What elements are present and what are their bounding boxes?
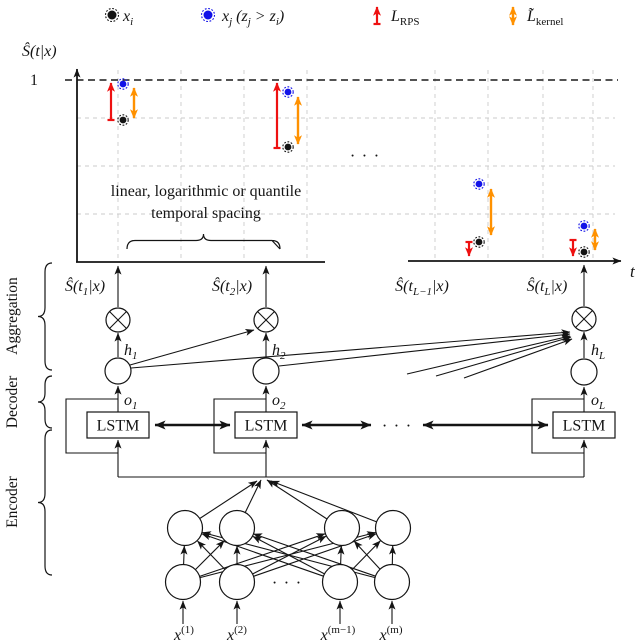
y-tick-one: 1	[30, 72, 38, 89]
input-label-xm1: x(m−1)	[320, 624, 356, 642]
input-label-x2: x(2)	[226, 624, 247, 642]
legend-label-xj: xj (zj > zi)	[221, 8, 284, 28]
legend-label-lkernel: L̃kernel	[526, 7, 563, 28]
label-h2: h2	[272, 342, 286, 362]
uncensored-point-tL	[578, 246, 590, 258]
hidden-node-hL	[570, 358, 598, 386]
hidden-node-h2	[252, 357, 280, 385]
otimes-node-2	[253, 307, 279, 333]
legend-label-xi: xi	[122, 8, 133, 28]
label-o1: o1	[124, 392, 138, 412]
legend-label-lrps: LRPS	[390, 8, 419, 28]
otimes-node-L	[571, 306, 597, 332]
encoder-top-node-4	[374, 509, 412, 547]
label-s-tL1: Ŝ(tL−1|x)	[395, 276, 449, 298]
x-axis-label: t	[630, 262, 636, 281]
encoder-bottom-node-1	[164, 563, 202, 601]
label-o2: o2	[272, 392, 286, 412]
uncensored-point-t1	[117, 114, 129, 126]
comparable-point-marker-icon	[200, 7, 216, 23]
encoder-bottom-node-3	[321, 563, 359, 601]
label-h1: h1	[124, 342, 138, 362]
decoder-ellipsis: · · ·	[382, 416, 412, 435]
encoder-layer: · · · x(1) x(2) x(m−1) x(m)	[164, 479, 412, 642]
plot-gridlines	[77, 70, 615, 262]
decoder-brace	[37, 375, 53, 429]
label-s-t1: Ŝ(t1|x)	[65, 276, 105, 298]
plot-group-tL	[569, 220, 599, 258]
plot-group-tL1	[465, 178, 495, 257]
hidden-state-fan-connections	[129, 328, 573, 379]
encoder-hidden-connections	[180, 531, 397, 579]
lstm-box-3-label: LSTM	[563, 418, 606, 435]
legend: xi xj (zj > zi) LRPS L̃kernel	[104, 6, 563, 28]
y-axis-label: Ŝ(t|x)	[22, 41, 57, 60]
otimes-node-1	[105, 307, 131, 333]
plot-group-t2	[273, 82, 302, 153]
uncensored-point-t2	[282, 141, 294, 153]
aggregation-brace	[37, 262, 53, 371]
plot-group-t1	[107, 78, 138, 126]
decoder-layer: o1 o2 oL LSTM LSTM LSTM · · ·	[65, 385, 616, 478]
encoder-top-node-2	[218, 509, 256, 547]
encoder-brace	[37, 429, 53, 576]
lstm-box-1-label: LSTM	[97, 418, 140, 435]
hidden-node-h1	[104, 357, 132, 385]
side-label-decoder: Decoder	[4, 375, 21, 428]
aggregation-layer: Ŝ(t1|x) Ŝ(t2|x) Ŝ(tL−1|x) Ŝ(tL|x)	[65, 264, 605, 386]
recurrent-loop-lstm1	[65, 398, 118, 454]
temporal-spacing-note-line1: linear, logarithmic or quantile	[111, 183, 301, 200]
uncensored-point-marker-icon	[104, 7, 120, 23]
comparable-point-t1	[117, 78, 129, 90]
encoder-ellipsis: · · ·	[272, 573, 302, 592]
label-s-tL: Ŝ(tL|x)	[527, 276, 568, 298]
input-label-xm: x(m)	[379, 624, 403, 642]
encoder-top-node-1	[166, 509, 204, 547]
plot-ellipsis: · · ·	[350, 146, 380, 165]
comparable-point-tL1	[473, 178, 485, 190]
encoder-top-node-3	[323, 509, 361, 547]
lstm-box-1	[86, 411, 150, 439]
rps-loss-arrow-icon	[373, 6, 381, 26]
encoder-bottom-node-2	[218, 563, 256, 601]
label-oL: oL	[591, 392, 605, 412]
comparable-point-tL	[578, 220, 590, 232]
side-label-encoder: Encoder	[4, 475, 21, 527]
encoder-bottom-node-4	[373, 563, 411, 601]
uncensored-point-tL1	[473, 236, 485, 248]
temporal-spacing-note-line2: temporal spacing	[151, 205, 261, 222]
comparable-point-t2	[282, 86, 294, 98]
input-label-x1: x(1)	[173, 624, 194, 642]
lstm-box-2-label: LSTM	[245, 418, 288, 435]
temporal-spacing-brace	[126, 233, 281, 250]
label-hL: hL	[591, 342, 605, 362]
survival-plot: Ŝ(t|x) 1 t · · ·	[22, 41, 636, 281]
side-label-aggregation: Aggregation	[4, 277, 21, 355]
label-s-t2: Ŝ(t2|x)	[212, 276, 252, 298]
lstm-box-2	[234, 411, 298, 439]
lstm-box-3	[552, 411, 616, 439]
encoder-output-arrows	[198, 479, 378, 523]
side-annotations: Aggregation Decoder Encoder	[4, 262, 53, 576]
